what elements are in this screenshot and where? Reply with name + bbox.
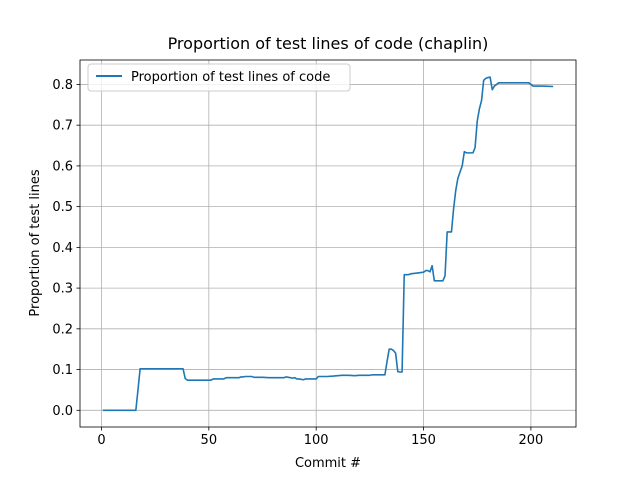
y-tick-label: 0.7 [52, 119, 73, 134]
x-tick-label: 50 [201, 433, 218, 448]
chart-title: Proportion of test lines of code (chapli… [168, 34, 489, 53]
legend: Proportion of test lines of code [87, 63, 351, 92]
y-tick-label: 0.8 [52, 78, 73, 93]
y-tick-label: 0.6 [52, 159, 73, 174]
y-axis-label: Proportion of test lines [28, 169, 43, 316]
y-tick-label: 0.2 [52, 322, 73, 337]
y-tick-label: 0.0 [52, 404, 73, 419]
x-tick-label: 0 [97, 433, 105, 448]
legend-label: Proportion of test lines of code [131, 70, 330, 85]
axis-ticks: 0 50 100 150 200 0.0 0.1 0.2 0.3 0.4 0.5 0.6 0.7 0.8 [52, 78, 543, 448]
x-tick-label: 100 [304, 433, 329, 448]
y-tick-label: 0.1 [52, 363, 73, 378]
x-axis-label: Commit # [295, 456, 361, 471]
series-lines [102, 76, 554, 412]
series-line [102, 76, 554, 412]
x-tick-label: 200 [518, 433, 543, 448]
y-tick-label: 0.4 [52, 241, 73, 256]
y-tick-label: 0.3 [52, 282, 73, 297]
axes-frame [79, 59, 577, 428]
x-tick-label: 150 [411, 433, 436, 448]
y-tick-label: 0.5 [52, 200, 73, 215]
legend-box [87, 63, 351, 92]
